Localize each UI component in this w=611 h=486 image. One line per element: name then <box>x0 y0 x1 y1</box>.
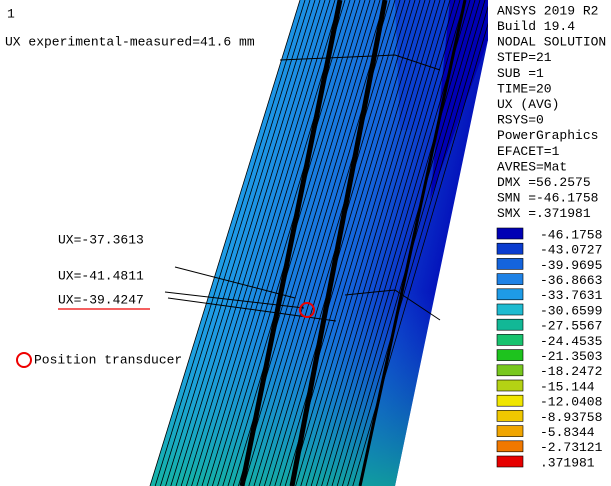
info-line: DMX =56.2575 <box>497 175 591 190</box>
legend-label: -5.8344 <box>540 425 595 440</box>
ansys-screen: 1 UX experimental-measured=41.6 mm UX=-37.… <box>0 0 611 486</box>
legend-swatch <box>497 410 523 421</box>
legend-label: -8.93758 <box>540 410 602 425</box>
legend-label: -15.144 <box>540 379 595 394</box>
annotation: UX=-37.3613 <box>58 232 144 247</box>
annotation: UX=-39.4247 <box>58 292 144 307</box>
legend-swatch <box>497 304 523 315</box>
legend-label: -21.3503 <box>540 349 602 364</box>
info-line: SUB =1 <box>497 66 544 81</box>
info-line: ANSYS 2019 R2 <box>497 3 598 18</box>
annotation: UX=-41.4811 <box>58 268 144 283</box>
legend-swatch <box>497 289 523 300</box>
info-line: AVRES=Mat <box>497 159 567 174</box>
info-line: PowerGraphics <box>497 128 598 143</box>
transducer-label: Position transducer <box>34 352 182 367</box>
beam-model <box>150 0 495 486</box>
legend-swatch <box>497 350 523 361</box>
legend-swatch <box>497 258 523 269</box>
info-line: TIME=20 <box>497 81 552 96</box>
title: UX experimental-measured=41.6 mm <box>5 34 255 49</box>
legend-label: -27.5567 <box>540 319 602 334</box>
legend-label: -2.73121 <box>540 440 603 455</box>
info-line: STEP=21 <box>497 50 552 65</box>
legend-swatch <box>497 456 523 467</box>
info-line: SMX =.371981 <box>497 206 591 221</box>
legend-label: -30.6599 <box>540 303 602 318</box>
legend-swatch <box>497 365 523 376</box>
legend-swatch <box>497 334 523 345</box>
info-line: UX (AVG) <box>497 97 559 112</box>
legend-label: .371981 <box>540 455 595 470</box>
legend-swatch <box>497 319 523 330</box>
legend-label: -12.0408 <box>540 395 602 410</box>
legend-swatch <box>497 228 523 239</box>
info-line: NODAL SOLUTION <box>497 35 606 50</box>
legend-swatch <box>497 380 523 391</box>
legend-label: -43.0727 <box>540 243 602 258</box>
legend-swatch <box>497 441 523 452</box>
legend-label: -36.8663 <box>540 273 602 288</box>
legend-label: -33.7631 <box>540 288 603 303</box>
legend-swatch <box>497 395 523 406</box>
info-line: EFACET=1 <box>497 144 560 159</box>
window-number: 1 <box>7 6 15 21</box>
legend-label: -24.4535 <box>540 334 602 349</box>
legend-swatch <box>497 274 523 285</box>
legend-swatch <box>497 426 523 437</box>
legend-swatch <box>497 243 523 254</box>
legend-label: -18.2472 <box>540 364 602 379</box>
info-line: RSYS=0 <box>497 113 544 128</box>
legend-label: -46.1758 <box>540 227 602 242</box>
info-line: Build 19.4 <box>497 19 575 34</box>
legend-label: -39.9695 <box>540 258 602 273</box>
info-line: SMN =-46.1758 <box>497 191 598 206</box>
